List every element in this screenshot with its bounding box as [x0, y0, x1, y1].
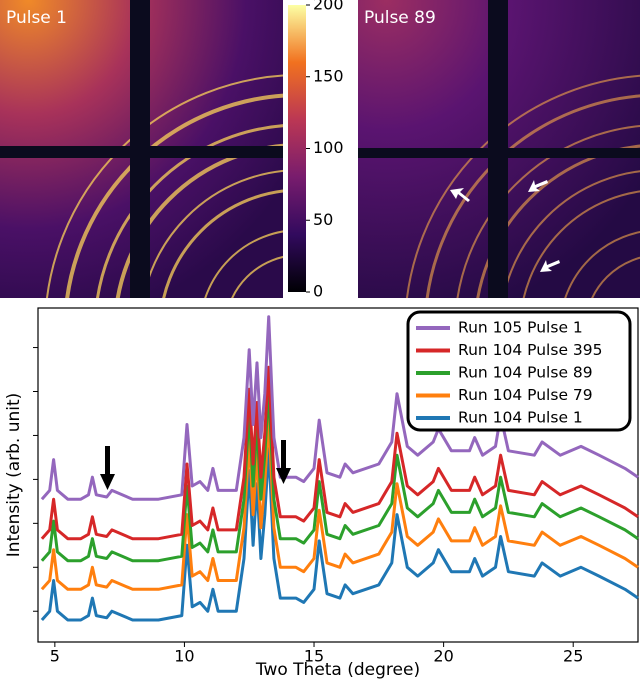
x-axis-label: Two Theta (degree): [255, 660, 420, 680]
legend-label: Run 104 Pulse 89: [458, 364, 593, 382]
arrows: [100, 440, 291, 490]
panel-label: Pulse 1: [6, 8, 67, 28]
series-line: [40, 387, 639, 563]
x-tick-label: 20: [433, 647, 453, 666]
series-line: [40, 315, 639, 501]
series-line: [40, 447, 639, 622]
colorbar-tick-label: 50: [313, 210, 333, 229]
legend-label: Run 104 Pulse 395: [458, 341, 603, 359]
legend-label: Run 105 Pulse 1: [458, 319, 583, 337]
axes: 5 10 15 20 25: [33, 347, 583, 666]
series-line: [40, 365, 639, 541]
legend-label: Run 104 Pulse 79: [458, 386, 593, 404]
lines: [40, 315, 639, 622]
y-axis-label: Intensity (arb. unit): [4, 393, 24, 558]
panel-label: Pulse 89: [364, 8, 436, 28]
detector-image: [358, 0, 640, 298]
x-tick-label: 25: [563, 647, 583, 666]
colorbar-tick-label: 200: [313, 0, 344, 14]
detector-image: [0, 0, 283, 298]
x-tick-label: 5: [50, 647, 60, 666]
legend: [406, 310, 632, 432]
x-tick-label: 15: [304, 647, 324, 666]
colorbar-tick-label: 100: [313, 138, 344, 157]
series-line: [40, 416, 639, 591]
colorbar-ticks: 0 50 100 150 200: [306, 0, 344, 301]
x-tick-label: 10: [174, 647, 194, 666]
legend-label: Run 104 Pulse 1: [458, 409, 583, 427]
colorbar-tick-label: 0: [313, 282, 323, 301]
legend-entries: Run 105 Pulse 1 Run 104 Pulse 395 Run 104 …: [416, 319, 603, 427]
colorbar: [288, 5, 306, 292]
colorbar-tick-label: 150: [313, 66, 344, 85]
